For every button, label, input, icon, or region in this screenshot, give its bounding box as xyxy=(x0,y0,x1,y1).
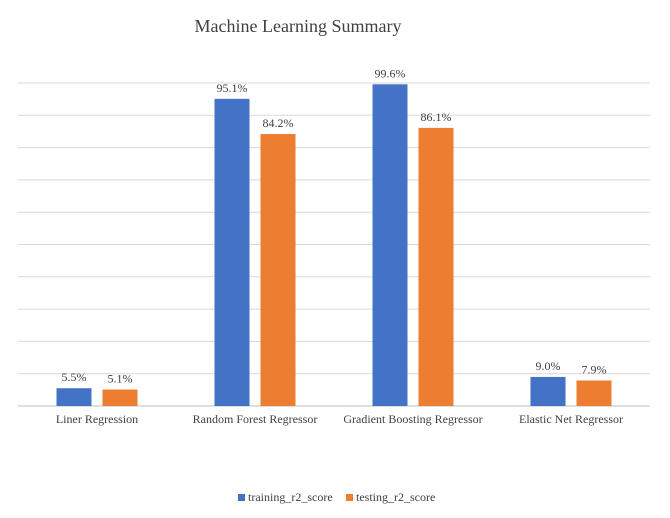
bar-testing_r2_score-3 xyxy=(576,380,612,406)
data-labels: 5.5% 5.1% 95.1% 84.2% 99.6% 86.1% 9.0% 7.9% xyxy=(62,66,607,385)
bar-training_r2_score-1 xyxy=(214,98,250,407)
data-label-testing_r2_score-1: 84.2% xyxy=(263,116,294,130)
legend-swatch-testing_r2_score xyxy=(346,494,353,501)
bar-training_r2_score-0 xyxy=(56,388,92,406)
category-label-1: Random Forest Regressor xyxy=(193,412,318,426)
category-labels: Liner Regression Random Forest Regressor G… xyxy=(56,412,623,426)
category-label-2: Gradient Boosting Regressor xyxy=(343,412,482,426)
bar-training_r2_score-3 xyxy=(530,376,566,406)
legend-swatch-training_r2_score xyxy=(238,494,245,501)
bar-testing_r2_score-0 xyxy=(102,389,138,406)
category-label-3: Elastic Net Regressor xyxy=(519,412,623,426)
bar-testing_r2_score-2 xyxy=(418,127,454,406)
data-label-testing_r2_score-3: 7.9% xyxy=(582,362,607,376)
data-label-testing_r2_score-0: 5.1% xyxy=(108,372,133,386)
legend-label-training_r2_score: training_r2_score xyxy=(248,490,333,504)
bar-training_r2_score-2 xyxy=(372,84,408,407)
data-label-training_r2_score-1: 95.1% xyxy=(217,81,248,95)
data-label-training_r2_score-2: 99.6% xyxy=(375,66,406,80)
gridlines xyxy=(18,82,650,407)
legend-label-testing_r2_score: testing_r2_score xyxy=(356,490,435,504)
bar-testing_r2_score-1 xyxy=(260,134,296,406)
data-label-training_r2_score-3: 9.0% xyxy=(536,359,561,373)
data-label-testing_r2_score-2: 86.1% xyxy=(421,110,452,124)
legend: training_r2_score testing_r2_score xyxy=(238,490,435,504)
chart-title: Machine Learning Summary xyxy=(195,16,402,36)
category-label-0: Liner Regression xyxy=(56,412,138,426)
data-label-training_r2_score-0: 5.5% xyxy=(62,370,87,384)
bars xyxy=(56,84,612,407)
